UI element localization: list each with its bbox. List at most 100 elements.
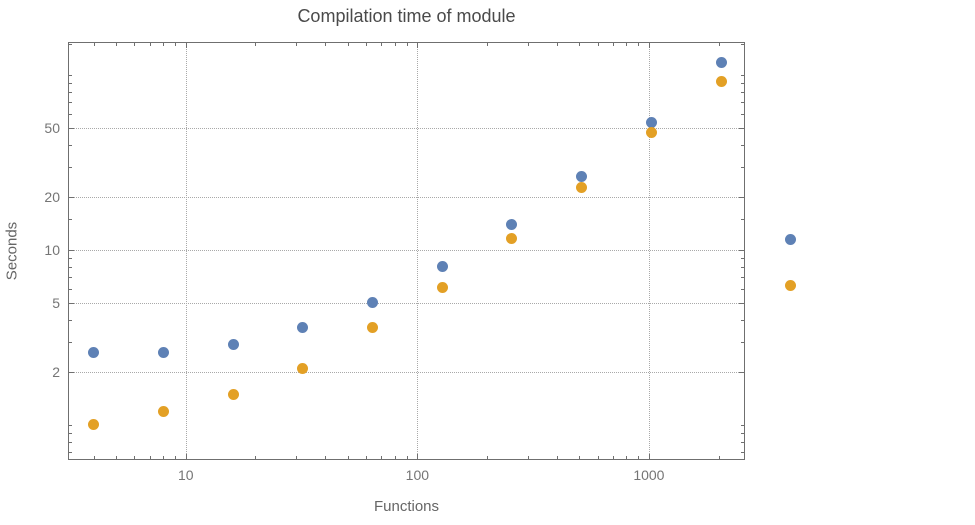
x-tick-minor xyxy=(116,456,118,460)
x-tick-major xyxy=(417,454,419,460)
plot-frame xyxy=(68,42,745,460)
data-point-series-orange xyxy=(785,279,797,291)
y-tick-major xyxy=(739,127,745,129)
data-point-series-blue xyxy=(88,346,100,358)
y-tick-minor xyxy=(741,288,745,290)
y-tick-minor xyxy=(68,341,72,343)
y-tick-minor xyxy=(741,432,745,434)
y-tick-minor xyxy=(741,83,745,85)
data-point-series-orange xyxy=(576,182,588,194)
y-tick-minor xyxy=(741,258,745,260)
y-tick-major xyxy=(68,127,74,129)
y-tick-minor xyxy=(68,44,72,46)
data-point-series-blue xyxy=(157,346,169,358)
y-tick-label: 50 xyxy=(44,119,60,136)
y-tick-minor xyxy=(68,424,72,426)
x-tick-minor xyxy=(718,42,720,46)
data-point-series-orange xyxy=(645,127,657,139)
y-tick-minor xyxy=(741,92,745,94)
data-point-series-orange xyxy=(157,405,169,417)
x-tick-minor xyxy=(638,456,640,460)
y-tick-minor xyxy=(741,44,745,46)
data-point-series-blue xyxy=(645,116,657,128)
x-tick-minor xyxy=(163,456,165,460)
x-tick-minor xyxy=(556,456,558,460)
x-tick-minor xyxy=(487,456,489,460)
x-tick-minor xyxy=(626,42,628,46)
data-point-series-blue xyxy=(436,260,448,272)
data-point-series-blue xyxy=(297,322,309,334)
x-tick-major xyxy=(417,42,419,48)
x-tick-minor xyxy=(93,42,95,46)
x-tick-minor xyxy=(296,42,298,46)
data-point-series-orange xyxy=(366,322,378,334)
x-tick-minor xyxy=(394,456,396,460)
x-tick-minor xyxy=(365,456,367,460)
y-tick-minor xyxy=(68,267,72,269)
chart-title: Compilation time of module xyxy=(297,6,516,26)
data-point-series-orange xyxy=(297,363,309,375)
x-tick-minor xyxy=(626,456,628,460)
grid-line-horizontal xyxy=(68,250,745,252)
y-tick-minor xyxy=(68,92,72,94)
y-tick-minor xyxy=(68,75,72,77)
x-tick-minor xyxy=(527,42,529,46)
x-axis-label: Functions xyxy=(373,498,440,515)
data-point-series-blue xyxy=(506,219,518,231)
x-tick-major xyxy=(648,454,650,460)
x-tick-minor xyxy=(487,42,489,46)
y-tick-label: 20 xyxy=(44,189,60,206)
data-point-series-orange xyxy=(88,419,100,431)
x-tick-label: 1000 xyxy=(633,467,665,483)
y-tick-major xyxy=(739,250,745,252)
x-tick-minor xyxy=(613,456,615,460)
data-point-series-blue xyxy=(227,338,239,350)
x-tick-minor xyxy=(149,42,151,46)
y-tick-major xyxy=(68,372,74,374)
x-tick-major xyxy=(185,454,187,460)
y-tick-minor xyxy=(741,277,745,279)
x-tick-minor xyxy=(296,456,298,460)
grid-line-horizontal xyxy=(68,302,745,304)
grid-line-horizontal xyxy=(68,127,745,129)
x-tick-minor xyxy=(579,42,581,46)
y-tick-major xyxy=(739,197,745,199)
x-tick-minor xyxy=(347,456,349,460)
y-tick-minor xyxy=(68,432,72,434)
x-tick-minor xyxy=(255,42,257,46)
y-tick-minor xyxy=(741,144,745,146)
x-tick-minor xyxy=(149,456,151,460)
y-tick-minor xyxy=(741,75,745,77)
x-tick-label: 100 xyxy=(405,467,430,483)
data-point-series-orange xyxy=(227,388,239,400)
grid-line-horizontal xyxy=(68,372,745,374)
y-tick-label: 5 xyxy=(52,294,60,311)
x-tick-minor xyxy=(381,456,383,460)
y-tick-minor xyxy=(68,441,72,443)
y-tick-minor xyxy=(68,258,72,260)
x-tick-minor xyxy=(597,456,599,460)
y-tick-label: 2 xyxy=(52,364,60,381)
x-tick-minor xyxy=(613,42,615,46)
y-tick-major xyxy=(739,372,745,374)
x-tick-minor xyxy=(597,42,599,46)
x-tick-minor xyxy=(406,42,408,46)
y-tick-minor xyxy=(741,166,745,168)
data-point-series-orange xyxy=(436,282,448,294)
data-point-series-orange xyxy=(715,76,727,88)
y-tick-major xyxy=(68,250,74,252)
data-point-series-blue xyxy=(715,57,727,69)
y-tick-minor xyxy=(741,219,745,221)
x-tick-minor xyxy=(255,456,257,460)
y-tick-minor xyxy=(741,452,745,453)
y-tick-minor xyxy=(68,319,72,321)
x-tick-minor xyxy=(394,42,396,46)
y-tick-label: 10 xyxy=(44,242,60,259)
x-tick-minor xyxy=(175,456,177,460)
x-tick-major xyxy=(185,42,187,48)
x-tick-minor xyxy=(325,456,327,460)
x-tick-minor xyxy=(406,456,408,460)
x-tick-minor xyxy=(556,42,558,46)
x-tick-minor xyxy=(134,42,136,46)
